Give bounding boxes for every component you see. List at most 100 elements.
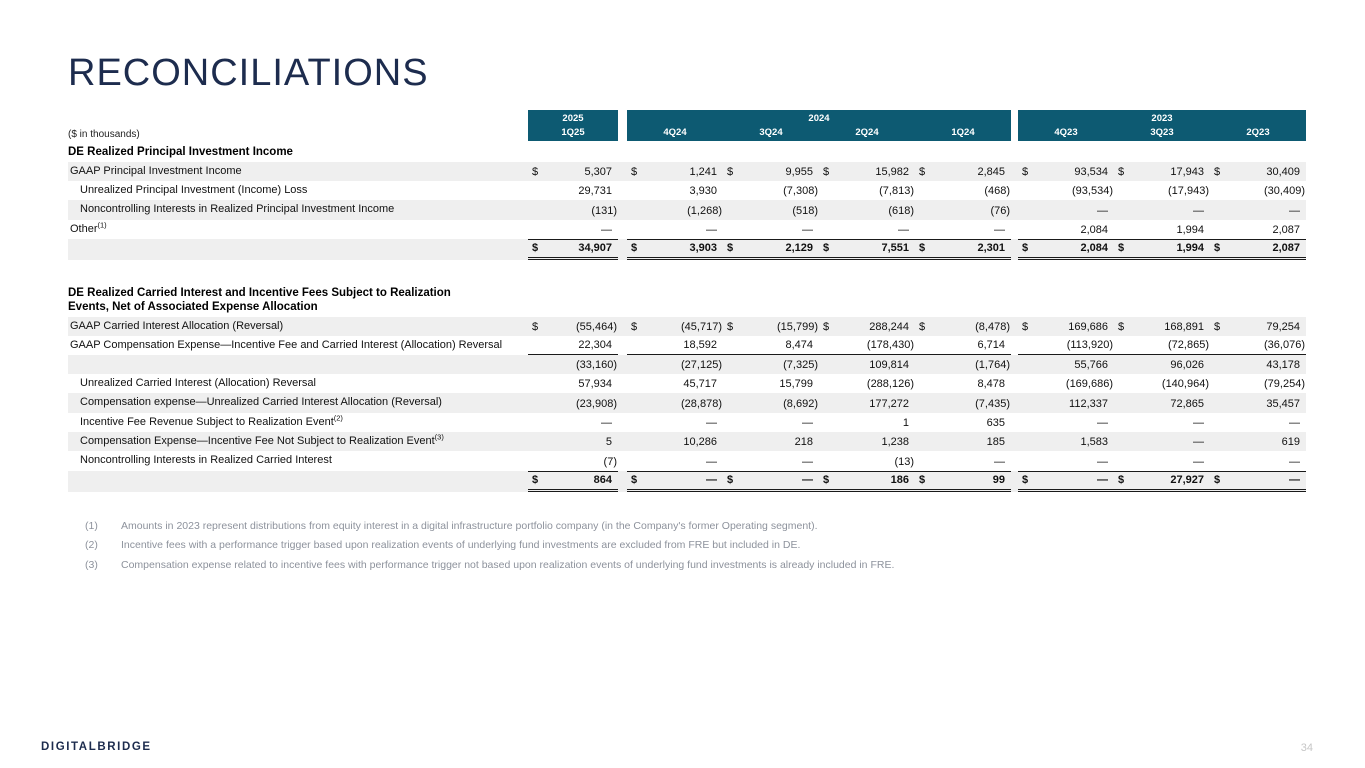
cell: (13) bbox=[894, 455, 914, 468]
quarter-label: 1Q25 bbox=[561, 127, 585, 138]
cell: 35,457 bbox=[1266, 397, 1300, 410]
page-number: 34 bbox=[1300, 742, 1313, 754]
dollar-sign: $ bbox=[1118, 241, 1125, 254]
table-row: GAAP Carried Interest Allocation (Revers… bbox=[68, 316, 1306, 336]
row-label bbox=[68, 239, 528, 260]
dollar-sign: $ bbox=[1022, 241, 1029, 254]
cell: 1,583 bbox=[1080, 436, 1108, 449]
table-row: Incentive Fee Revenue Subject to Realiza… bbox=[68, 413, 1306, 432]
year-group-2023: 2023 4Q23 3Q23 2Q23 bbox=[1018, 110, 1306, 141]
cell: 635 bbox=[986, 417, 1005, 430]
cell: — bbox=[802, 417, 813, 430]
cell: 45,717 bbox=[683, 378, 717, 391]
cell: 2,084 bbox=[1080, 223, 1108, 236]
cell: 185 bbox=[986, 436, 1005, 449]
dollar-sign: $ bbox=[631, 166, 638, 179]
cell: (131) bbox=[591, 204, 617, 217]
table-subtotal-row: (33,160) (27,125) (7,325) 109,814 (1,764… bbox=[68, 355, 1306, 375]
cell: $288,244 bbox=[823, 320, 909, 333]
cell: 22,304 bbox=[528, 336, 618, 356]
quarter-label: 2Q23 bbox=[1246, 127, 1270, 138]
row-label bbox=[68, 355, 528, 374]
cell: $ (8,478) bbox=[919, 320, 1010, 333]
cell: — bbox=[1289, 204, 1300, 217]
cell: (169,686) bbox=[1065, 378, 1113, 391]
cell: (140,964) bbox=[1161, 378, 1209, 391]
cell: 8,478 bbox=[977, 378, 1005, 391]
total-cell: $34,907 bbox=[528, 238, 618, 260]
row-label bbox=[68, 471, 528, 492]
section-title-principal-investment-income: DE Realized Principal Investment Income bbox=[68, 146, 293, 158]
cell: — bbox=[706, 417, 717, 430]
year-label: 2023 bbox=[1151, 113, 1173, 124]
cell: 8,474 bbox=[723, 336, 819, 356]
total-cell: $ — bbox=[1210, 470, 1306, 492]
cell: (17,943) bbox=[1168, 185, 1209, 198]
footnote-number: (2) bbox=[85, 539, 98, 552]
total-cell: $1,994 bbox=[1114, 238, 1210, 260]
cell: — bbox=[898, 223, 909, 236]
cell: $1,241 bbox=[631, 166, 717, 179]
cell: (23,908) bbox=[576, 397, 617, 410]
cell: 112,337 bbox=[1069, 397, 1108, 410]
dollar-sign: $ bbox=[919, 241, 926, 254]
cell: $79,254 bbox=[1214, 320, 1300, 333]
footnote-text: Incentive fees with a performance trigge… bbox=[121, 539, 801, 552]
dollar-sign: $ bbox=[823, 320, 830, 333]
cell: 2,087 bbox=[1272, 223, 1300, 236]
reconciliation-tables: ($ in thousands) 2025 1Q25 2024 4Q24 3Q2… bbox=[68, 110, 1306, 579]
row-label: Unrealized Carried Interest (Allocation)… bbox=[80, 377, 316, 390]
cell: $17,943 bbox=[1118, 166, 1204, 179]
total-cell: $186 bbox=[819, 470, 915, 492]
cell: — bbox=[1193, 436, 1204, 449]
cell: — bbox=[1097, 455, 1108, 468]
cell: (113,920) bbox=[1018, 336, 1114, 356]
cell: (7,308) bbox=[783, 185, 818, 198]
year-label: 2024 bbox=[808, 113, 830, 124]
table-total-row: $34,907 $3,903 $2,129 $7,551 $2,301 $2,0… bbox=[68, 238, 1306, 260]
total-cell: $7,551 bbox=[819, 238, 915, 260]
row-label: Other(1) bbox=[70, 220, 107, 235]
dollar-sign: $ bbox=[1022, 473, 1029, 486]
cell: — bbox=[706, 455, 717, 468]
row-label: Noncontrolling Interests in Realized Car… bbox=[80, 454, 332, 467]
cell: — bbox=[1289, 455, 1300, 468]
dollar-sign: $ bbox=[727, 320, 734, 333]
cell: (178,430) bbox=[819, 336, 915, 356]
cell: — bbox=[1193, 455, 1204, 468]
total-cell: $ — bbox=[627, 470, 723, 492]
dollar-sign: $ bbox=[1118, 320, 1125, 333]
section-title-carried-interest: DE Realized Carried Interest and Incenti… bbox=[68, 284, 1306, 317]
year-group-2024: 2024 4Q24 3Q24 2Q24 1Q24 bbox=[627, 110, 1011, 141]
cell: (30,409) bbox=[1264, 185, 1305, 198]
table-principal-investment-income: GAAP Principal Investment Income $5,307 … bbox=[68, 161, 1306, 260]
total-cell: $864 bbox=[528, 470, 618, 492]
cell: $30,409 bbox=[1214, 166, 1300, 179]
total-cell: $ — bbox=[723, 470, 819, 492]
cell: $5,307 bbox=[532, 166, 612, 179]
row-label: GAAP Carried Interest Allocation (Revers… bbox=[70, 319, 284, 332]
row-label: Unrealized Principal Investment (Income)… bbox=[80, 184, 308, 197]
dollar-sign: $ bbox=[1022, 320, 1029, 333]
cell: (27,125) bbox=[681, 359, 722, 372]
dollar-sign: $ bbox=[823, 241, 830, 254]
dollar-sign: $ bbox=[532, 320, 539, 333]
cell: $2,845 bbox=[919, 166, 1005, 179]
dollar-sign: $ bbox=[1022, 166, 1029, 179]
cell: (1,268) bbox=[687, 204, 722, 217]
footnotes: (1) Amounts in 2023 represent distributi… bbox=[85, 520, 1306, 573]
cell: — bbox=[601, 417, 612, 430]
footnote-number: (3) bbox=[85, 558, 98, 571]
dollar-sign: $ bbox=[1214, 320, 1221, 333]
total-cell: $2,087 bbox=[1210, 238, 1306, 260]
dollar-sign: $ bbox=[631, 320, 638, 333]
cell: $168,891 bbox=[1118, 320, 1204, 333]
cell: 55,766 bbox=[1074, 359, 1108, 372]
table-row: Compensation expense—Unrealized Carried … bbox=[68, 393, 1306, 413]
cell: — bbox=[802, 455, 813, 468]
cell: — bbox=[601, 223, 612, 236]
footnote-number: (1) bbox=[85, 519, 98, 532]
table-row: GAAP Principal Investment Income $5,307 … bbox=[68, 161, 1306, 182]
row-label: Compensation expense—Unrealized Carried … bbox=[80, 396, 442, 409]
dollar-sign: $ bbox=[919, 473, 926, 486]
